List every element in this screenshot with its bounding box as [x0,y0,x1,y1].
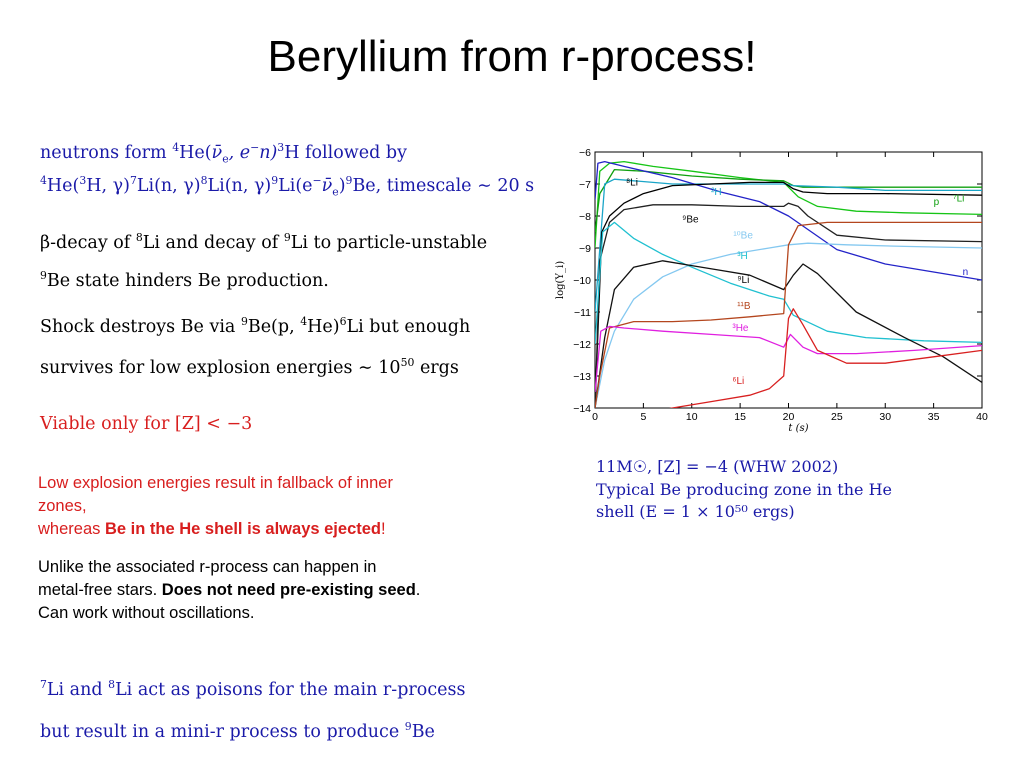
x-tick-label: 20 [783,411,795,423]
block3-line2: survives for low explosion energies ∼ 10… [40,356,459,378]
series-line [595,242,982,408]
block1-line2: 4He(3H, γ)7Li(n, γ)8Li(n, γ)9Li(e−ν̄e)9B… [40,174,535,199]
x-tick-label: 35 [928,411,940,423]
series-line [595,221,982,345]
series-label: ⁹Li [737,275,749,286]
block2-line2: 9Be state hinders Be production. [40,269,329,291]
series-line [595,260,982,408]
x-axis-label: t (s) [788,423,808,434]
viable-note: Viable only for [Z] < −3 [40,414,253,434]
series-line [595,325,982,393]
bottom-line1: 7Li and 8Li act as poisons for the main … [40,678,466,700]
x-tick-label: 5 [640,411,646,423]
x-tick-label: 25 [831,411,843,423]
series-line [595,178,982,313]
series-label: ⁶Li [732,376,744,387]
metal-free-note: Unlike the associated r-process can happ… [38,558,421,622]
y-tick-label: −10 [573,275,591,287]
series-label: ⁸Li [626,178,638,189]
series-label: ¹⁰Be [733,230,753,241]
series-label: n [963,267,969,278]
x-tick-label: 0 [592,411,598,423]
series-label: ²H [711,187,722,198]
series-label: ¹¹B [737,301,751,312]
series-line [595,160,982,281]
y-tick-label: −8 [579,211,591,223]
series-label: ⁹Be [682,214,699,225]
y-tick-label: −12 [573,339,591,351]
block1-line1: neutrons form 4He(ν̄e, e−n)3H followed b… [40,141,407,166]
abundance-chart: 0 5 10 15 20 25 30 35 40 −6 −7 −8 −9 −10 −11 −12 −13 −14 t… [552,140,992,435]
block3-line1: Shock destroys Be via 9Be(p, 4He)6Li but… [40,315,471,337]
slide-title: Beryllium from r-process! [267,32,757,81]
series-line [595,202,982,408]
fallback-note: Low explosion energies result in fallbac… [38,474,393,538]
chart-caption: 11M☉, [Z] = −4 (WHW 2002) Typical Be pro… [596,457,893,521]
y-tick-label: −11 [574,307,591,319]
x-tick-label: 10 [686,411,698,423]
y-axis-label: log(Y_i) [555,261,566,299]
series-line [595,221,982,408]
x-tick-label: 40 [976,411,988,423]
x-tick-label: 30 [879,411,891,423]
y-tick-label: −9 [579,243,591,255]
block2-line1: β-decay of 8Li and decay of 9Li to parti… [40,231,488,253]
series-label: ³He [732,323,749,334]
series-label: ⁷Li [953,194,964,205]
x-tick-label: 15 [734,411,746,423]
bottom-line2: but result in a mini-r process to produc… [40,720,435,742]
y-tick-label: −14 [573,403,591,415]
series-label: p [934,197,940,208]
y-tick-label: −13 [573,371,591,383]
series-line [595,181,982,408]
series-label: ³H [737,251,748,262]
y-tick-label: −7 [579,179,591,191]
y-tick-label: −6 [579,147,591,159]
series-line [669,308,982,408]
